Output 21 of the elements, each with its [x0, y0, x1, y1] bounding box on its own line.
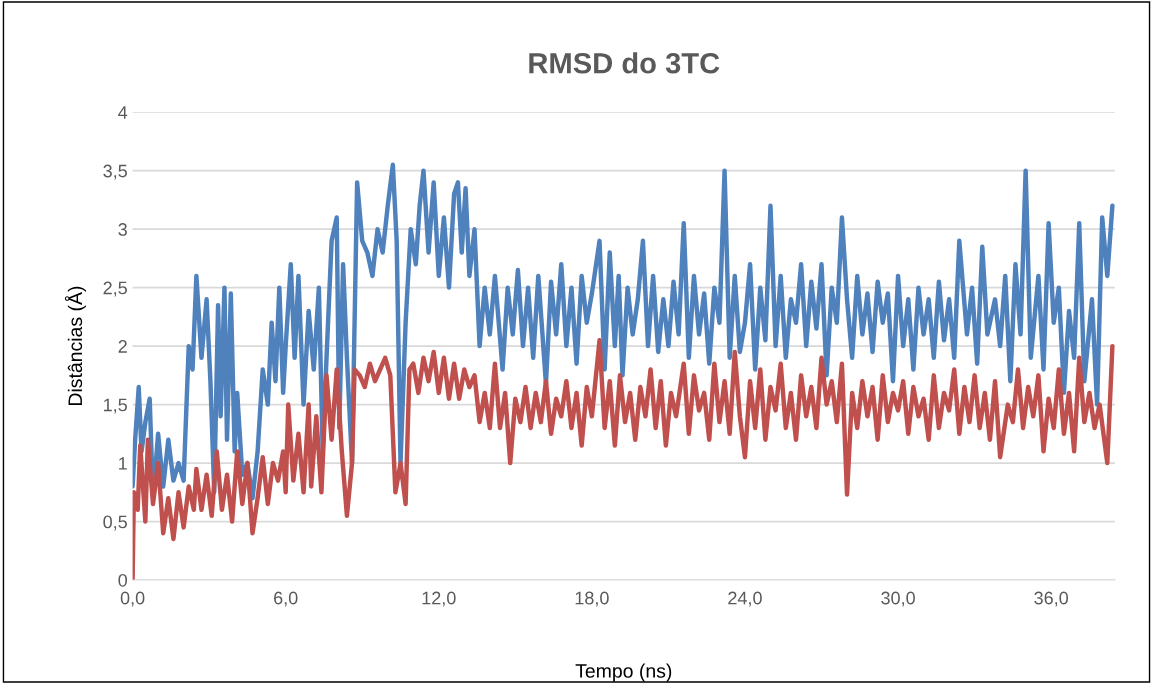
y-tick-label: 1,5 — [104, 398, 127, 414]
y-tick-label: 2,5 — [103, 281, 127, 297]
y-tick-label: 3,5 — [103, 164, 127, 180]
x-tick-label: 12,0 — [422, 591, 456, 607]
x-tick-label: 18,0 — [575, 591, 609, 607]
y-tick-label: 2 — [118, 340, 127, 353]
x-tick-label: 0,0 — [120, 591, 145, 607]
y-tick-label: 3 — [118, 223, 127, 236]
x-axis-title: Tempo (ns) — [575, 663, 672, 682]
y-axis-title: Distâncias (Å) — [64, 286, 86, 406]
y-tick-label: 0 — [118, 573, 128, 587]
line-series — [132, 162, 1115, 501]
y-tick-label: 4 — [118, 106, 128, 119]
x-tick-label: 6,0 — [274, 591, 298, 607]
y-tick-label: 1 — [119, 457, 127, 470]
x-tick-label: 36,0 — [1034, 591, 1069, 607]
x-tick-label: 24,0 — [728, 591, 762, 607]
y-tick-label: 0,5 — [103, 515, 127, 531]
chart-title: RMSD do 3TC — [529, 52, 720, 74]
line-series — [132, 338, 1115, 581]
x-tick-label: 30,0 — [881, 591, 915, 607]
